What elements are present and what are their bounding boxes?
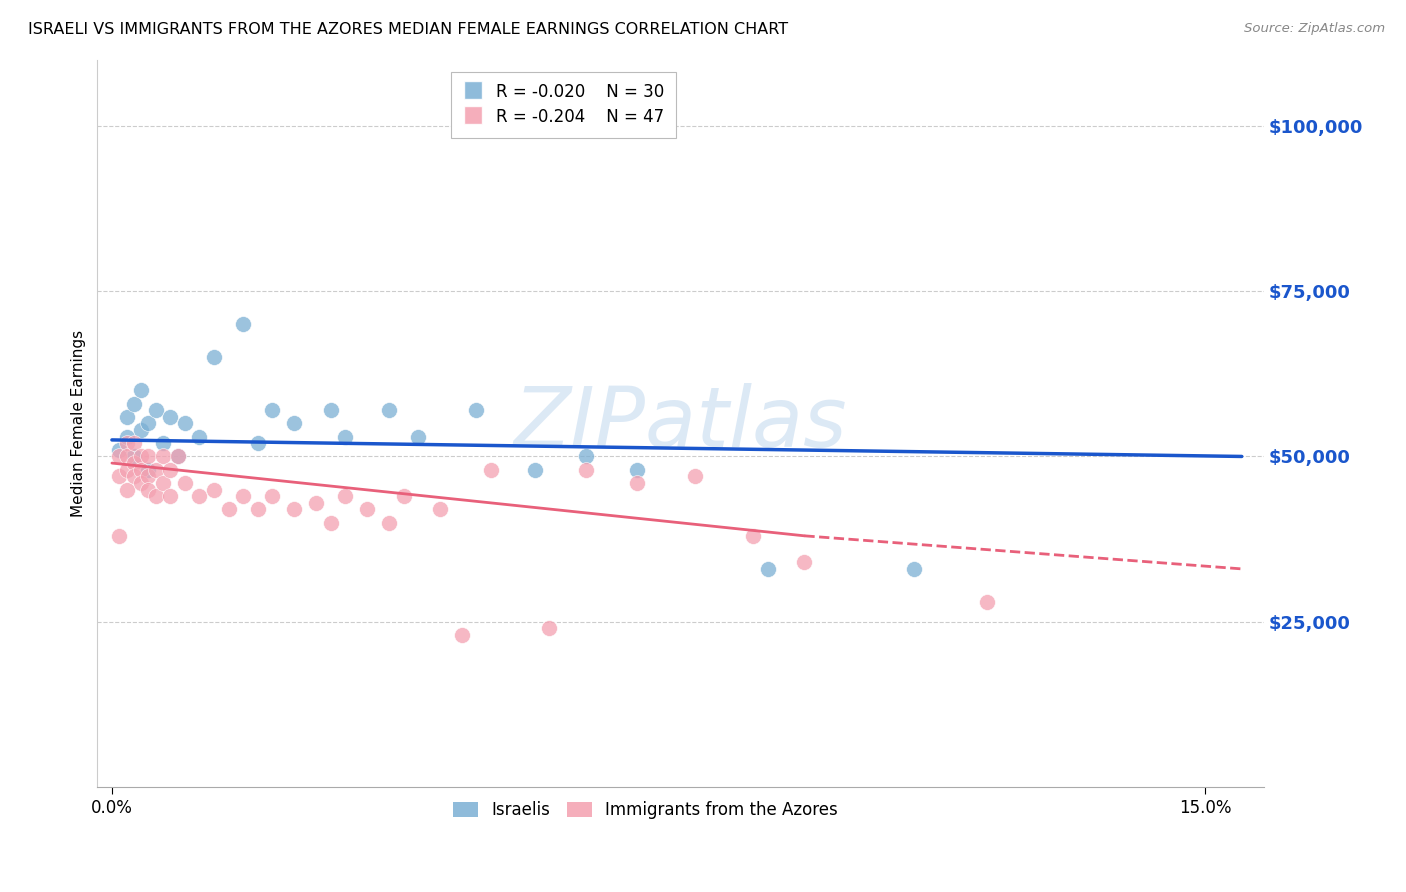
Point xyxy=(976,595,998,609)
Point xyxy=(429,502,451,516)
Point xyxy=(202,483,225,497)
Point xyxy=(575,450,598,464)
Point xyxy=(262,489,284,503)
Point xyxy=(115,463,138,477)
Point xyxy=(378,403,401,417)
Point xyxy=(319,516,342,530)
Point xyxy=(108,442,131,457)
Point xyxy=(202,350,225,364)
Point xyxy=(683,469,706,483)
Point xyxy=(356,502,378,516)
Point xyxy=(283,417,305,431)
Legend: Israelis, Immigrants from the Azores: Israelis, Immigrants from the Azores xyxy=(446,795,845,826)
Point xyxy=(122,396,145,410)
Point xyxy=(756,562,779,576)
Point xyxy=(246,436,269,450)
Point xyxy=(218,502,240,516)
Point xyxy=(626,475,648,490)
Point xyxy=(122,456,145,470)
Point xyxy=(378,516,401,530)
Point xyxy=(793,555,815,569)
Point xyxy=(159,489,181,503)
Point xyxy=(152,450,174,464)
Point xyxy=(283,502,305,516)
Point xyxy=(159,409,181,424)
Point xyxy=(479,463,502,477)
Y-axis label: Median Female Earnings: Median Female Earnings xyxy=(72,330,86,517)
Point xyxy=(538,622,561,636)
Text: ISRAELI VS IMMIGRANTS FROM THE AZORES MEDIAN FEMALE EARNINGS CORRELATION CHART: ISRAELI VS IMMIGRANTS FROM THE AZORES ME… xyxy=(28,22,789,37)
Point xyxy=(246,502,269,516)
Text: Source: ZipAtlas.com: Source: ZipAtlas.com xyxy=(1244,22,1385,36)
Point xyxy=(115,429,138,443)
Point xyxy=(262,403,284,417)
Point xyxy=(122,469,145,483)
Point xyxy=(115,436,138,450)
Point xyxy=(115,409,138,424)
Point xyxy=(188,489,211,503)
Point xyxy=(152,475,174,490)
Point xyxy=(335,489,357,503)
Point xyxy=(465,403,488,417)
Point xyxy=(173,475,195,490)
Point xyxy=(903,562,925,576)
Point xyxy=(129,463,152,477)
Point xyxy=(138,417,160,431)
Point xyxy=(173,417,195,431)
Point xyxy=(188,429,211,443)
Point xyxy=(232,489,254,503)
Point xyxy=(138,483,160,497)
Point xyxy=(145,463,167,477)
Point xyxy=(159,463,181,477)
Point xyxy=(319,403,342,417)
Point xyxy=(305,496,328,510)
Point xyxy=(406,429,429,443)
Point xyxy=(115,450,138,464)
Point xyxy=(335,429,357,443)
Point xyxy=(145,489,167,503)
Point xyxy=(626,463,648,477)
Point xyxy=(138,469,160,483)
Point xyxy=(129,384,152,398)
Point xyxy=(129,450,152,464)
Point xyxy=(392,489,415,503)
Point xyxy=(129,475,152,490)
Point xyxy=(115,483,138,497)
Point xyxy=(108,469,131,483)
Point xyxy=(523,463,546,477)
Point xyxy=(122,436,145,450)
Point xyxy=(129,423,152,437)
Point xyxy=(575,463,598,477)
Point xyxy=(138,450,160,464)
Text: ZIPatlas: ZIPatlas xyxy=(513,383,848,464)
Point xyxy=(108,450,131,464)
Point xyxy=(232,317,254,331)
Point xyxy=(152,436,174,450)
Point xyxy=(166,450,188,464)
Point xyxy=(122,450,145,464)
Point xyxy=(108,529,131,543)
Point xyxy=(742,529,765,543)
Point xyxy=(166,450,188,464)
Point xyxy=(145,403,167,417)
Point xyxy=(450,628,472,642)
Point xyxy=(138,463,160,477)
